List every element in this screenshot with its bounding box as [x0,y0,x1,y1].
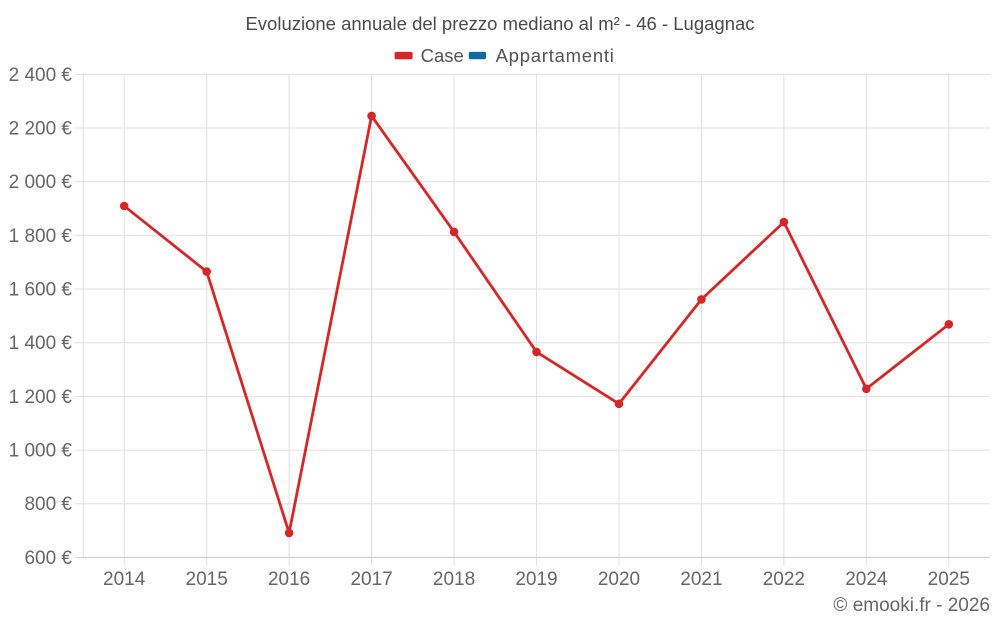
svg-text:1 800 €: 1 800 € [9,226,73,247]
svg-text:800 €: 800 € [24,494,72,515]
svg-text:2020: 2020 [598,569,640,590]
svg-text:1 200 €: 1 200 € [9,387,73,408]
svg-text:2025: 2025 [928,569,970,590]
svg-text:2 000 €: 2 000 € [9,172,73,193]
svg-text:1 000 €: 1 000 € [9,441,73,462]
svg-text:1 400 €: 1 400 € [9,333,73,354]
svg-text:2019: 2019 [515,569,557,590]
svg-text:1 600 €: 1 600 € [9,280,73,301]
svg-text:© emooki.fr - 2026: © emooki.fr - 2026 [833,595,990,616]
svg-text:2017: 2017 [350,569,392,590]
svg-text:2014: 2014 [103,569,146,590]
svg-text:2016: 2016 [268,569,310,590]
svg-text:2015: 2015 [186,569,228,590]
svg-text:Evoluzione annuale del prezzo: Evoluzione annuale del prezzo mediano al… [245,13,754,34]
svg-text:2022: 2022 [763,569,805,590]
svg-text:2018: 2018 [433,569,475,590]
svg-text:600 €: 600 € [24,548,72,569]
svg-text:Appartamenti: Appartamenti [496,45,615,66]
svg-text:2024: 2024 [845,569,888,590]
svg-text:Case: Case [421,45,464,66]
svg-text:2021: 2021 [680,569,722,590]
svg-text:2 200 €: 2 200 € [9,119,73,140]
svg-text:2 400 €: 2 400 € [9,65,73,86]
